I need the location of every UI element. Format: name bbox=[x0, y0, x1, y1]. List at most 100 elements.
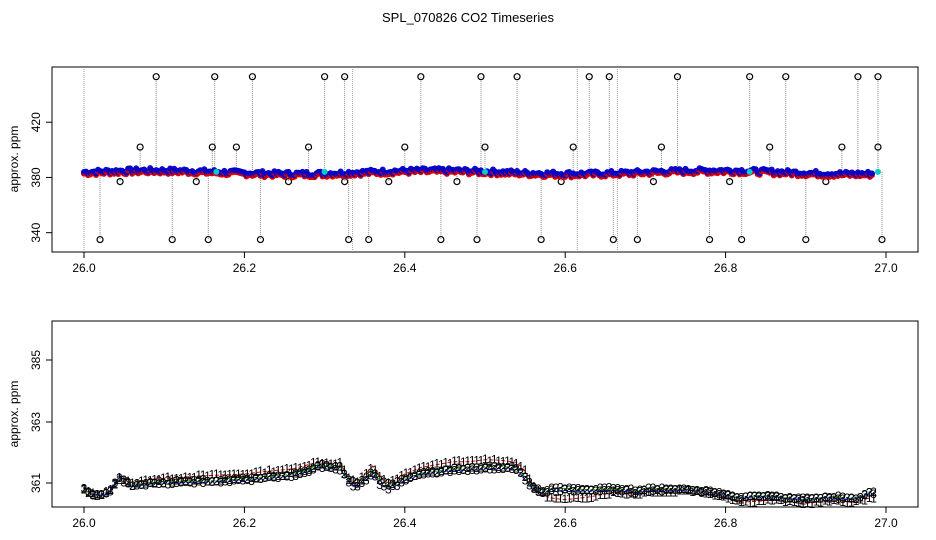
series-1-point: 1 bbox=[689, 485, 696, 499]
series-3-point: 3 bbox=[786, 491, 793, 505]
series-2-point: 2 bbox=[279, 469, 286, 483]
series-1-point: 1 bbox=[160, 471, 167, 485]
panel1-outlier-point bbox=[738, 235, 746, 244]
series-2-point: 2 bbox=[151, 476, 158, 490]
series-1-point: 1 bbox=[332, 457, 339, 471]
panel1-outlier-point bbox=[116, 177, 124, 186]
series-1-point: 1 bbox=[588, 491, 595, 505]
panel1-outlier-point bbox=[473, 235, 481, 244]
series-3-point: 3 bbox=[738, 491, 745, 505]
series-3-point: 3 bbox=[407, 471, 414, 485]
series-3-point: 3 bbox=[751, 489, 758, 503]
series-1-point: 1 bbox=[354, 475, 361, 489]
series-3-point: 3 bbox=[429, 467, 436, 481]
series-1-point: 1 bbox=[861, 493, 868, 507]
series-1-point: 1 bbox=[544, 491, 551, 505]
panel1-point-cyan bbox=[321, 168, 328, 175]
series-1-point: 1 bbox=[367, 462, 374, 476]
series-1-point: 1 bbox=[486, 454, 493, 468]
series-2-point: 2 bbox=[645, 481, 652, 495]
series-1-point: 1 bbox=[248, 467, 255, 481]
series-1-point: 1 bbox=[314, 455, 321, 469]
series-3-point: 3 bbox=[279, 469, 286, 483]
series-1-point: 1 bbox=[711, 489, 718, 503]
panel1-outlier-point bbox=[802, 235, 810, 244]
series-3-point: 3 bbox=[385, 482, 392, 496]
series-1-point: 1 bbox=[292, 461, 299, 475]
series-1-point: 1 bbox=[570, 491, 577, 505]
series-1-point: 1 bbox=[667, 485, 674, 499]
series-3-point: 3 bbox=[248, 474, 255, 488]
series-2-point: 2 bbox=[495, 460, 502, 474]
series-3-point: 3 bbox=[557, 485, 564, 499]
series-2-point: 2 bbox=[650, 481, 657, 495]
series-2-point: 2 bbox=[248, 471, 255, 485]
series-2-point: 2 bbox=[817, 492, 824, 506]
series-3-point: 3 bbox=[760, 490, 767, 504]
series-3-point: 3 bbox=[804, 491, 811, 505]
series-3-point: 3 bbox=[275, 471, 282, 485]
panel1-outlier-point bbox=[96, 235, 104, 244]
series-2-point: 2 bbox=[292, 466, 299, 480]
panel1-xtick-label: 26.2 bbox=[233, 261, 257, 275]
series-3-point: 3 bbox=[663, 483, 670, 497]
series-3-point: 3 bbox=[478, 463, 485, 477]
series-3-point: 3 bbox=[138, 478, 145, 492]
series-2-point: 2 bbox=[795, 493, 802, 507]
series-1-point: 1 bbox=[187, 471, 194, 485]
series-1-point: 1 bbox=[870, 491, 877, 505]
series-1-point: 1 bbox=[310, 456, 317, 470]
panel1-outlier-point bbox=[284, 177, 293, 186]
series-2-point: 2 bbox=[235, 472, 242, 486]
series-2-point: 2 bbox=[389, 477, 396, 491]
series-2-point: 2 bbox=[354, 476, 361, 490]
series-2-point: 2 bbox=[720, 488, 727, 502]
series-3-point: 3 bbox=[597, 484, 604, 498]
series-3-point: 3 bbox=[169, 477, 176, 491]
series-2-point: 2 bbox=[636, 483, 643, 497]
series-3-point: 3 bbox=[672, 483, 679, 497]
series-1-point: 1 bbox=[275, 464, 282, 478]
series-1-point: 1 bbox=[398, 469, 405, 483]
panel1-ylabel: approx. ppm bbox=[7, 126, 21, 193]
series-1-point: 1 bbox=[151, 473, 158, 487]
series-3-point: 3 bbox=[791, 492, 798, 506]
panel1-outlier-point bbox=[192, 177, 200, 186]
series-2-point: 2 bbox=[610, 481, 617, 495]
series-3-point: 3 bbox=[778, 490, 785, 504]
panel1-outlier-point bbox=[657, 143, 666, 151]
series-1-point: 1 bbox=[94, 487, 101, 501]
series-1-point: 1 bbox=[782, 495, 789, 509]
series-1-point: 1 bbox=[434, 457, 441, 471]
series-2-point: 2 bbox=[848, 491, 855, 505]
series-1-point: 1 bbox=[447, 457, 454, 471]
series-3-point: 3 bbox=[517, 466, 524, 480]
series-2-point: 2 bbox=[531, 481, 538, 495]
series-1-point: 1 bbox=[226, 467, 233, 481]
series-2-point: 2 bbox=[486, 459, 493, 473]
series-3-point: 3 bbox=[526, 479, 533, 493]
series-1-point: 1 bbox=[469, 454, 476, 468]
series-1-point: 1 bbox=[442, 456, 449, 470]
series-2-point: 2 bbox=[200, 472, 207, 486]
panel1-outlier-point bbox=[878, 235, 886, 244]
series-1-point: 1 bbox=[473, 453, 480, 467]
series-3-point: 3 bbox=[628, 486, 635, 500]
series-2-point: 2 bbox=[786, 490, 793, 504]
series-2-point: 2 bbox=[769, 490, 776, 504]
series-1-point: 1 bbox=[773, 492, 780, 506]
series-2-point: 2 bbox=[473, 461, 480, 475]
series-2-point: 2 bbox=[213, 474, 220, 488]
series-2-point: 2 bbox=[791, 491, 798, 505]
series-3-point: 3 bbox=[747, 489, 754, 503]
series-1-point: 1 bbox=[89, 486, 96, 500]
series-2-point: 2 bbox=[756, 489, 763, 503]
series-1-point: 1 bbox=[632, 487, 639, 501]
series-1-point: 1 bbox=[231, 467, 238, 481]
series-3-point: 3 bbox=[160, 477, 167, 491]
panel1-outlier-point bbox=[204, 235, 212, 244]
panel2-xtick-label: 26.4 bbox=[393, 516, 417, 530]
series-3-point: 3 bbox=[164, 477, 171, 491]
series-2-point: 2 bbox=[703, 483, 710, 497]
